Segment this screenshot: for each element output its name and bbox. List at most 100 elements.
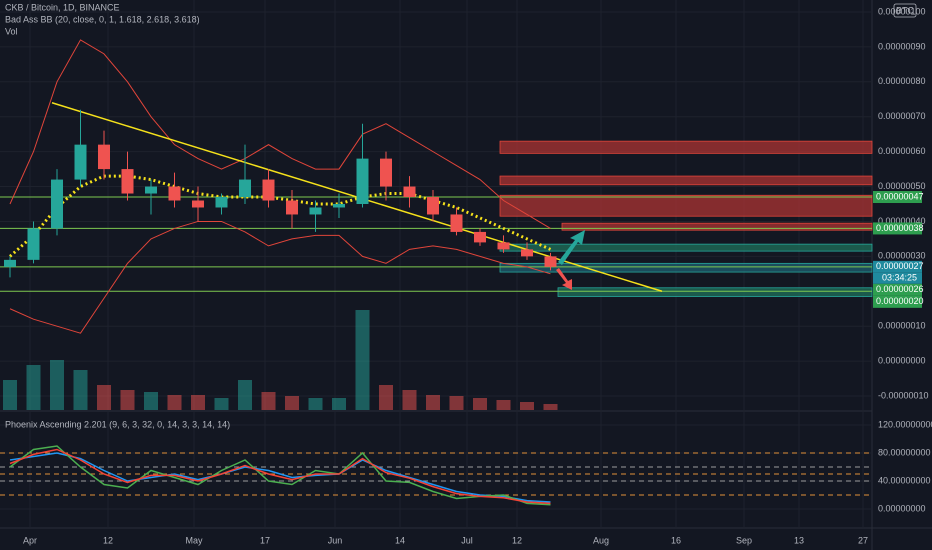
volume-bar xyxy=(50,360,64,410)
zone xyxy=(561,222,873,231)
time-tick-label: 16 xyxy=(671,535,681,545)
candle-body xyxy=(27,228,40,260)
price-tick-label: 0.00000030 xyxy=(878,251,926,261)
volume-bar xyxy=(73,370,88,410)
main-pane xyxy=(0,0,873,528)
price-tick-label: 0.00000010 xyxy=(878,321,926,331)
candle-body xyxy=(544,256,557,267)
volume-bar xyxy=(402,390,417,410)
volume-bar xyxy=(473,398,487,410)
oscillator-title[interactable]: Phoenix Ascending 2.201 (9, 6, 3, 32, 0,… xyxy=(5,419,230,429)
price-tick-label: 0.00000090 xyxy=(878,41,926,51)
candle-body xyxy=(380,158,392,187)
symbol-title[interactable]: CKB / Bitcoin, 1D, BINANCE xyxy=(5,2,120,12)
time-tick-label: 17 xyxy=(260,535,270,545)
price-tag-label: 0.00000047 xyxy=(876,191,924,201)
candle-body xyxy=(239,179,251,198)
candle-body xyxy=(474,231,486,243)
zone xyxy=(557,287,873,297)
up-arrow xyxy=(558,230,585,265)
price-tag xyxy=(873,283,922,296)
time-tick-label: Jul xyxy=(461,535,473,545)
zone xyxy=(499,175,873,186)
osc-tick-label: 80.00000000 xyxy=(878,447,931,457)
price-tick-label: -0.00000010 xyxy=(878,390,929,400)
volume-bar xyxy=(308,398,323,410)
volume-bar xyxy=(449,396,464,410)
volume-bar xyxy=(144,392,158,410)
price-tag xyxy=(873,191,922,204)
time-tick-label: Aug xyxy=(593,535,609,545)
volume-bar xyxy=(426,395,440,410)
countdown-bg xyxy=(873,272,922,284)
candle-body xyxy=(215,197,228,208)
volume-bar xyxy=(97,385,111,410)
candle-body xyxy=(333,203,345,208)
band-line xyxy=(9,39,551,229)
price-tick-label: 0.00000050 xyxy=(878,181,926,191)
time-tick-label: 14 xyxy=(395,535,405,545)
price-tick-label: 0.00000100 xyxy=(878,6,926,16)
candle-body xyxy=(450,214,463,232)
osc-line xyxy=(9,448,551,505)
volume-bar xyxy=(355,310,370,410)
band-line xyxy=(9,220,551,334)
oscillator-pane xyxy=(0,424,872,510)
axes: 0.00000100 0.00000090 0.00000080 0.00000070… xyxy=(23,6,932,545)
zone xyxy=(499,140,873,154)
price-tick-label: 0.00000000 xyxy=(878,355,926,365)
volume-bar xyxy=(496,400,511,410)
currency-badge[interactable] xyxy=(893,3,917,18)
candle-body xyxy=(121,169,134,194)
candle-body xyxy=(168,186,181,201)
zone xyxy=(499,243,873,252)
volume-bar xyxy=(238,380,252,410)
volume-bar xyxy=(120,390,135,410)
price-tick-label: 0.00000070 xyxy=(878,111,926,121)
time-tick-label: 13 xyxy=(794,535,804,545)
time-tick-label: Apr xyxy=(23,535,37,545)
zone xyxy=(499,262,873,273)
price-tag xyxy=(873,260,922,273)
candle-body xyxy=(286,200,298,215)
candle-body xyxy=(4,259,16,267)
time-tick-label: Jun xyxy=(328,535,343,545)
candle-body xyxy=(74,144,87,180)
volume-bar xyxy=(214,398,229,410)
price-tag-label: 0.00000027 xyxy=(876,261,924,271)
down-arrow xyxy=(556,268,572,290)
price-tick-label: 0.00000080 xyxy=(878,76,926,86)
volume-bar xyxy=(261,392,276,410)
volume-bar xyxy=(543,404,558,410)
candle-body xyxy=(51,179,63,229)
volume-bar xyxy=(26,365,41,410)
candle-body xyxy=(309,207,322,215)
volume-bar xyxy=(379,385,393,410)
indicator-title[interactable]: Bad Ass BB (20, close, 0, 1, 1.618, 2.61… xyxy=(5,14,200,24)
osc-line xyxy=(9,445,551,506)
candle-body xyxy=(356,158,369,204)
price-tag-label: 0.00000038 xyxy=(876,223,924,233)
osc-line xyxy=(9,452,551,503)
volume-bar xyxy=(520,402,534,410)
volume-title[interactable]: Vol xyxy=(5,26,18,36)
price-tag-label: 0.00000020 xyxy=(876,296,924,306)
volume-bar xyxy=(332,398,346,410)
time-tick-label: 27 xyxy=(858,535,868,545)
volume-bar xyxy=(285,396,299,410)
currency-label: BTC xyxy=(896,5,915,15)
candle-body xyxy=(497,242,510,250)
candle-body xyxy=(192,200,204,208)
price-tag-label: 0.00000026 xyxy=(876,284,924,294)
candle-body xyxy=(145,186,157,194)
price-tick-label: 0.00000040 xyxy=(878,216,926,226)
price-tag xyxy=(873,222,922,235)
candle-body xyxy=(403,186,416,198)
time-tick-label: 12 xyxy=(512,535,522,545)
candle-body xyxy=(521,249,533,257)
osc-tick-label: 40.00000000 xyxy=(878,475,931,485)
time-tick-label: May xyxy=(185,535,203,545)
price-tag xyxy=(873,295,922,308)
